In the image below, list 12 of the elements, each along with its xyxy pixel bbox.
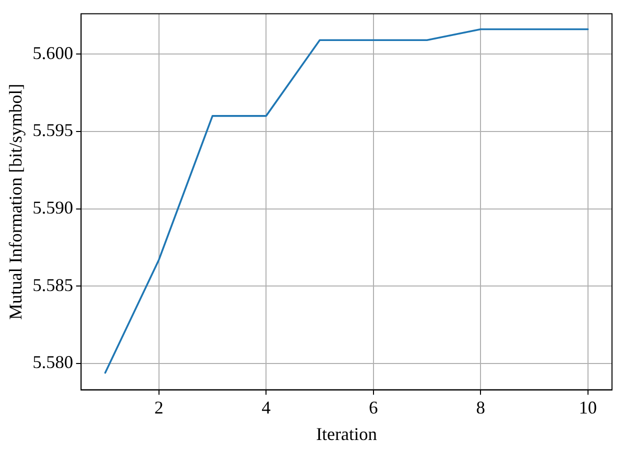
x-tick-label: 6 <box>368 397 378 418</box>
x-tick-label: 8 <box>476 397 486 418</box>
y-tick-label: 5.585 <box>32 274 74 295</box>
y-tick-label: 5.600 <box>32 42 74 63</box>
y-tick-label: 5.590 <box>32 197 74 218</box>
y-tick-label: 5.595 <box>32 120 74 140</box>
x-axis-title: Iteration <box>316 424 378 444</box>
x-tick-label: 4 <box>262 397 271 418</box>
x-tick-label: 2 <box>154 397 164 418</box>
y-tick-label: 5.580 <box>32 352 74 372</box>
x-tick-label: 10 <box>578 397 597 418</box>
y-axis-title: Mutual Information [bit/symbol] <box>6 84 26 320</box>
